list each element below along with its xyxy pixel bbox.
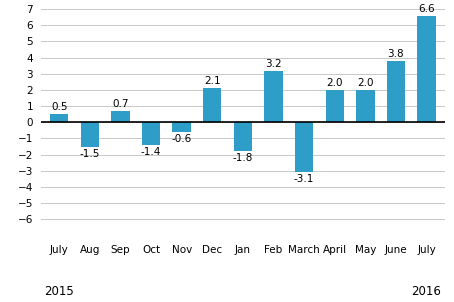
- Bar: [111, 111, 130, 122]
- Text: 2015: 2015: [44, 285, 74, 298]
- Text: 0.5: 0.5: [51, 102, 68, 112]
- Text: 3.8: 3.8: [388, 49, 404, 59]
- Bar: [203, 88, 222, 122]
- Text: -3.1: -3.1: [294, 175, 314, 185]
- Bar: [264, 71, 283, 122]
- Text: 2.0: 2.0: [357, 78, 374, 88]
- Bar: [142, 122, 160, 145]
- Bar: [50, 114, 69, 122]
- Bar: [326, 90, 344, 122]
- Text: 3.2: 3.2: [265, 59, 282, 69]
- Text: 2.0: 2.0: [326, 78, 343, 88]
- Text: 6.6: 6.6: [418, 4, 435, 14]
- Bar: [81, 122, 99, 146]
- Text: 2016: 2016: [412, 285, 441, 298]
- Text: 0.7: 0.7: [112, 99, 128, 109]
- Bar: [417, 15, 436, 122]
- Bar: [295, 122, 313, 172]
- Bar: [234, 122, 252, 151]
- Text: -1.4: -1.4: [141, 147, 161, 157]
- Text: -1.8: -1.8: [233, 153, 253, 163]
- Bar: [387, 61, 405, 122]
- Text: -1.5: -1.5: [79, 149, 100, 159]
- Bar: [173, 122, 191, 132]
- Text: 2.1: 2.1: [204, 76, 221, 86]
- Bar: [356, 90, 375, 122]
- Text: -0.6: -0.6: [172, 134, 192, 144]
